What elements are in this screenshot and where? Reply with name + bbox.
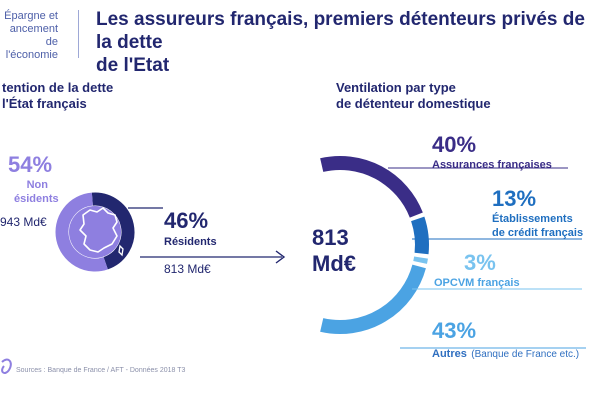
donut-center-fill bbox=[69, 206, 121, 258]
legend-credit: 13% Établissements de crédit français bbox=[492, 186, 583, 240]
legend-opcvm: 3% OPCVM français bbox=[434, 250, 520, 290]
france-map-icon bbox=[79, 207, 118, 253]
nonres-amount: 943 Md€ bbox=[0, 215, 47, 229]
label-opcvm: OPCVM français bbox=[434, 277, 520, 289]
label-autres-main: Autres bbox=[432, 348, 467, 360]
label-assurances: Assurances françaises bbox=[432, 159, 552, 171]
section-label: Épargne et ancement de l'économie bbox=[0, 10, 58, 62]
pct-credit: 13% bbox=[492, 186, 537, 211]
donut-slice-opcvm bbox=[413, 256, 428, 264]
label-autres-note: (Banque de France etc.) bbox=[471, 349, 580, 360]
right-subtitle: Ventilation par type de détenteur domest… bbox=[336, 80, 491, 112]
section-line-2: ancement de bbox=[9, 23, 58, 48]
header-divider bbox=[78, 10, 79, 58]
legend-assurances: 40% Assurances françaises bbox=[432, 132, 552, 172]
pct-opcvm: 3% bbox=[464, 250, 496, 275]
legend-autres: 43% Autres (Banque de France etc.) bbox=[432, 318, 579, 362]
pct-autres: 43% bbox=[432, 318, 477, 343]
res-amount: 813 Md€ bbox=[164, 262, 211, 276]
donut-slice-assurances bbox=[320, 156, 423, 218]
nonres-label: Non ésidents bbox=[14, 178, 59, 206]
nonres-label-line-1: Non bbox=[26, 179, 48, 191]
center-total: 813 Md€ bbox=[312, 225, 372, 277]
holders-donut bbox=[320, 156, 429, 334]
donut-slice-residents bbox=[91, 192, 135, 270]
residency-donut bbox=[55, 192, 135, 272]
res-label: Résidents bbox=[164, 236, 217, 248]
center-total-line-1: 813 bbox=[312, 225, 349, 250]
nonres-label-line-2: ésidents bbox=[14, 193, 59, 205]
label-autres: Autres (Banque de France etc.) bbox=[432, 344, 579, 362]
left-subtitle-line-1: tention de la dette bbox=[2, 80, 114, 95]
source-note: Sources : Banque de France / AFT - Donné… bbox=[16, 367, 186, 374]
left-subtitle-line-2: l'État français bbox=[2, 96, 87, 111]
label-credit-line-1: Établissements bbox=[492, 213, 573, 225]
donut-slice-autres bbox=[320, 264, 426, 334]
center-total-line-2: Md€ bbox=[312, 251, 356, 276]
left-subtitle: tention de la dette l'État français bbox=[2, 80, 113, 112]
section-line-1: Épargne et bbox=[4, 10, 58, 22]
label-credit-line-2: de crédit français bbox=[492, 227, 584, 239]
logo-icon bbox=[1, 358, 12, 374]
arrow-right-icon bbox=[140, 250, 286, 264]
donut-slice-non-residents bbox=[55, 192, 108, 272]
corsica-icon bbox=[118, 244, 124, 257]
right-subtitle-line-2: de détenteur domestique bbox=[336, 96, 491, 111]
res-pct: 46% bbox=[164, 208, 209, 233]
page-title: Les assureurs français, premiers détente… bbox=[96, 8, 596, 77]
section-line-3: l'économie bbox=[5, 49, 58, 61]
nonres-pct: 54% bbox=[8, 152, 53, 177]
title-line-1: Les assureurs français, premiers détente… bbox=[96, 9, 585, 53]
right-subtitle-line-1: Ventilation par type bbox=[336, 80, 456, 95]
pct-assurances: 40% bbox=[432, 132, 477, 157]
title-line-2: de l'Etat bbox=[96, 55, 170, 76]
donut-slice-credit bbox=[411, 216, 429, 255]
